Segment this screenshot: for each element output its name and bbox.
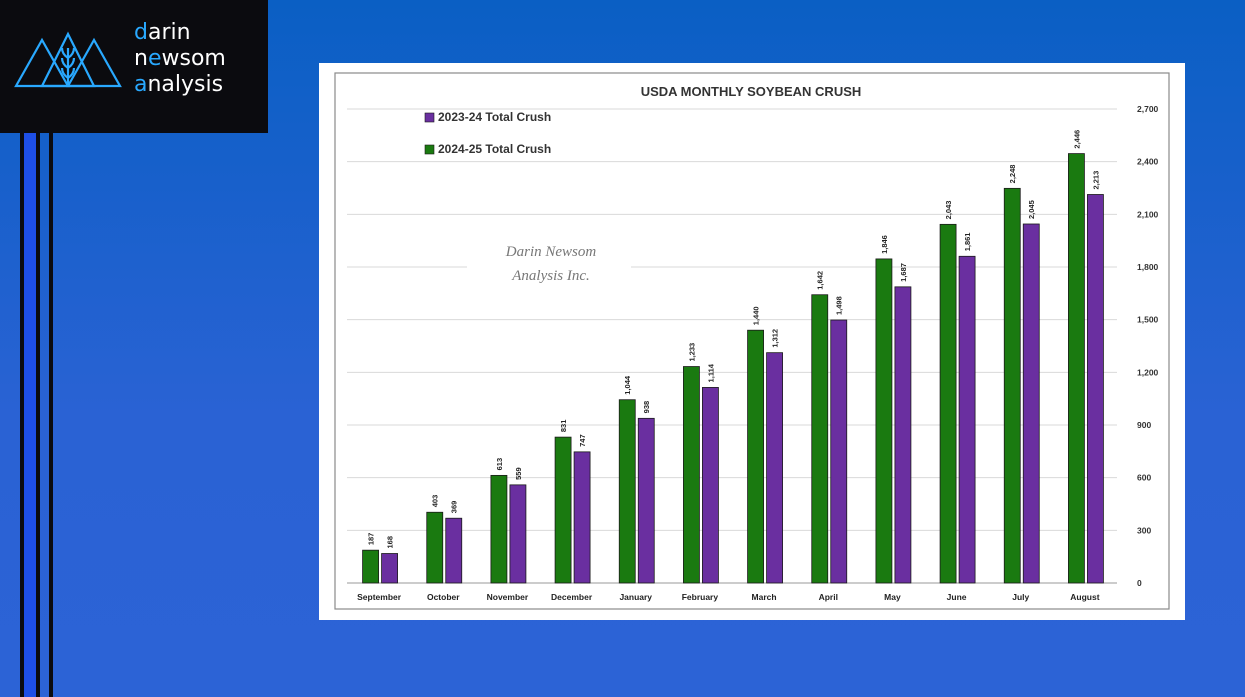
data-label: 613 (495, 458, 504, 471)
data-label: 1,498 (835, 296, 844, 315)
x-tick-label: September (357, 592, 402, 602)
bar-2023-24 (958, 255, 976, 584)
y-tick-label: 1,800 (1137, 262, 1159, 272)
y-tick-label: 600 (1137, 473, 1151, 483)
data-label: 2,045 (1027, 200, 1036, 219)
y-tick-label: 1,200 (1137, 367, 1159, 377)
data-label: 1,687 (899, 263, 908, 282)
bar-2024-25 (362, 549, 379, 584)
data-label: 1,114 (706, 363, 715, 382)
chart-title: USDA MONTHLY SOYBEAN CRUSH (641, 84, 862, 99)
bar-2023-24 (509, 484, 527, 584)
y-tick-label: 0 (1137, 578, 1142, 588)
data-label: 168 (386, 536, 395, 549)
data-label: 187 (367, 533, 376, 546)
bar-2024-25 (490, 474, 508, 584)
bar-2023-24 (381, 553, 398, 584)
decor-bar-right (49, 133, 53, 697)
legend-swatch (424, 112, 435, 123)
y-tick-label: 2,700 (1137, 104, 1159, 114)
data-label: 1,861 (963, 233, 972, 252)
bar-2023-24 (1022, 223, 1040, 584)
legend-label: 2023-24 Total Crush (438, 110, 551, 124)
bar-2023-24 (1087, 194, 1104, 584)
bar-2023-24 (830, 319, 848, 584)
x-tick-label: April (819, 592, 838, 602)
y-tick-label: 900 (1137, 420, 1151, 430)
bar-2024-25 (426, 511, 444, 584)
data-label: 559 (514, 467, 523, 480)
bar-2024-25 (1068, 153, 1085, 584)
watermark-line-1: Darin Newsom (505, 244, 597, 260)
data-label: 1,440 (752, 306, 761, 325)
x-tick-label: January (619, 592, 652, 602)
bar-2024-25 (747, 329, 764, 584)
y-tick-label: 2,100 (1137, 209, 1159, 219)
chart-card: USDA MONTHLY SOYBEAN CRUSH Darin Newsom … (319, 63, 1185, 620)
data-label: 938 (642, 401, 651, 414)
data-label: 1,233 (687, 343, 696, 362)
bar-2024-25 (811, 294, 829, 584)
bar-2023-24 (445, 517, 463, 584)
decor-bar-left (20, 133, 24, 697)
legend-label: 2024-25 Total Crush (438, 142, 551, 156)
bar-2024-25 (554, 436, 572, 584)
data-label: 2,043 (944, 201, 953, 220)
data-label: 1,642 (816, 271, 825, 290)
data-label: 1,312 (771, 329, 780, 348)
bar-2023-24 (894, 286, 912, 584)
watermark-line-2: Analysis Inc. (511, 268, 589, 284)
y-tick-label: 1,500 (1137, 315, 1159, 325)
bar-2023-24 (573, 451, 591, 584)
legend-swatch (424, 144, 435, 155)
x-tick-label: October (427, 592, 460, 602)
x-tick-label: November (487, 592, 529, 602)
bar-2024-25 (1003, 187, 1021, 584)
bar-2024-25 (875, 258, 893, 584)
data-label: 2,213 (1091, 171, 1100, 190)
decor-bar-middle (36, 133, 40, 697)
x-tick-label: December (551, 592, 593, 602)
y-tick-label: 2,400 (1137, 157, 1159, 167)
data-label: 2,446 (1072, 130, 1081, 149)
x-tick-label: June (947, 592, 967, 602)
data-label: 369 (450, 501, 459, 514)
bar-2024-25 (618, 399, 636, 584)
bar-2023-24 (637, 417, 655, 584)
bar-2024-25 (683, 366, 700, 584)
data-label: 1,846 (880, 235, 889, 254)
bar-2023-24 (766, 352, 783, 584)
data-label: 403 (431, 495, 440, 508)
brand-logo: darin newsom analysis (0, 0, 268, 133)
x-tick-label: August (1070, 592, 1099, 602)
x-tick-label: July (1012, 592, 1029, 602)
decor-stripe (24, 133, 36, 697)
data-label: 1,044 (623, 375, 632, 395)
brand-name: darin newsom analysis (134, 20, 226, 97)
data-label: 747 (578, 434, 587, 447)
x-tick-label: March (752, 592, 777, 602)
mountain-logo-icon (14, 31, 122, 88)
soybean-crush-chart: USDA MONTHLY SOYBEAN CRUSH Darin Newsom … (334, 72, 1170, 610)
data-label: 2,248 (1008, 165, 1017, 184)
watermark-backdrop (467, 233, 631, 289)
bar-2023-24 (702, 387, 719, 584)
y-tick-label: 300 (1137, 525, 1151, 535)
bar-2024-25 (939, 223, 957, 584)
x-tick-label: February (682, 592, 719, 602)
x-tick-label: May (884, 592, 901, 602)
data-label: 831 (559, 420, 568, 433)
